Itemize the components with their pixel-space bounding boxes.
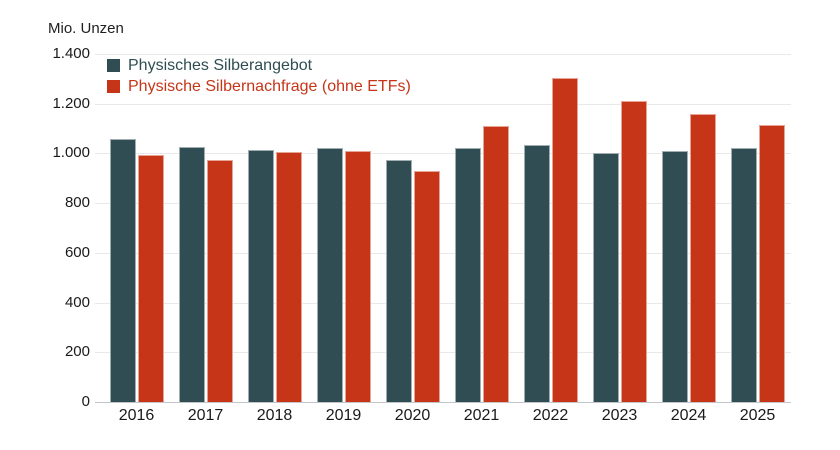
- bar-angebot-2022: [523, 144, 550, 402]
- legend: Physisches Silberangebot Physische Silbe…: [107, 58, 411, 100]
- gridline: [95, 203, 791, 205]
- y-tick-label: 1.400: [52, 45, 90, 62]
- bar-angebot-2025: [730, 148, 757, 402]
- y-tick-label: 400: [64, 293, 90, 311]
- legend-item-nachfrage: Physische Silbernachfrage (ohne ETFs): [107, 78, 411, 95]
- y-tick-label: 800: [64, 194, 90, 212]
- legend-label-nachfrage: Physische Silbernachfrage (ohne ETFs): [128, 78, 411, 95]
- x-tick-label: 2017: [187, 407, 224, 424]
- gridline: [95, 54, 791, 55]
- bar-nachfrage-2023: [620, 101, 647, 402]
- legend-item-angebot: Physisches Silberangebot: [107, 57, 411, 74]
- x-tick-label: 2021: [463, 407, 500, 424]
- x-tick-label: 2023: [601, 407, 638, 424]
- legend-swatch-nachfrage-icon: [107, 80, 120, 93]
- gridline: [95, 153, 791, 155]
- y-tick-label: 200: [64, 343, 90, 361]
- y-axis-unit-label: Mio. Unzen: [48, 20, 124, 37]
- y-tick-label: 1.000: [52, 144, 90, 162]
- gridline: [95, 352, 791, 354]
- x-tick-label: 2022: [532, 407, 569, 424]
- bar-angebot-2018: [247, 149, 274, 402]
- bar-nachfrage-2019: [344, 150, 371, 402]
- bar-nachfrage-2025: [758, 124, 785, 402]
- x-tick-label: 2020: [394, 407, 431, 424]
- bar-angebot-2024: [661, 150, 688, 402]
- bar-nachfrage-2016: [137, 154, 164, 402]
- x-tick-label: 2019: [325, 407, 362, 424]
- bar-nachfrage-2017: [206, 159, 233, 402]
- bar-angebot-2019: [316, 148, 343, 402]
- legend-swatch-angebot-icon: [107, 59, 120, 72]
- x-tick-label: 2016: [118, 407, 155, 424]
- x-tick-label: 2025: [739, 407, 776, 424]
- gridline: [95, 103, 791, 105]
- y-tick-label: 1.200: [52, 94, 90, 112]
- bar-nachfrage-2024: [689, 113, 716, 402]
- legend-label-angebot: Physisches Silberangebot: [128, 57, 313, 74]
- gridline: [95, 252, 791, 254]
- gridline: [95, 302, 791, 304]
- y-tick-label: 0: [81, 393, 90, 410]
- bar-angebot-2021: [454, 148, 481, 402]
- bar-angebot-2016: [109, 138, 136, 402]
- bar-angebot-2023: [592, 153, 619, 402]
- bar-angebot-2017: [178, 147, 205, 402]
- bar-nachfrage-2018: [275, 152, 302, 402]
- bar-nachfrage-2022: [551, 77, 578, 402]
- x-axis-line: [95, 402, 791, 403]
- x-tick-label: 2018: [256, 407, 293, 424]
- bar-nachfrage-2020: [413, 170, 440, 402]
- y-tick-label: 600: [64, 243, 90, 261]
- bar-angebot-2020: [385, 159, 412, 402]
- bar-nachfrage-2021: [482, 126, 509, 402]
- x-tick-label: 2024: [670, 407, 707, 424]
